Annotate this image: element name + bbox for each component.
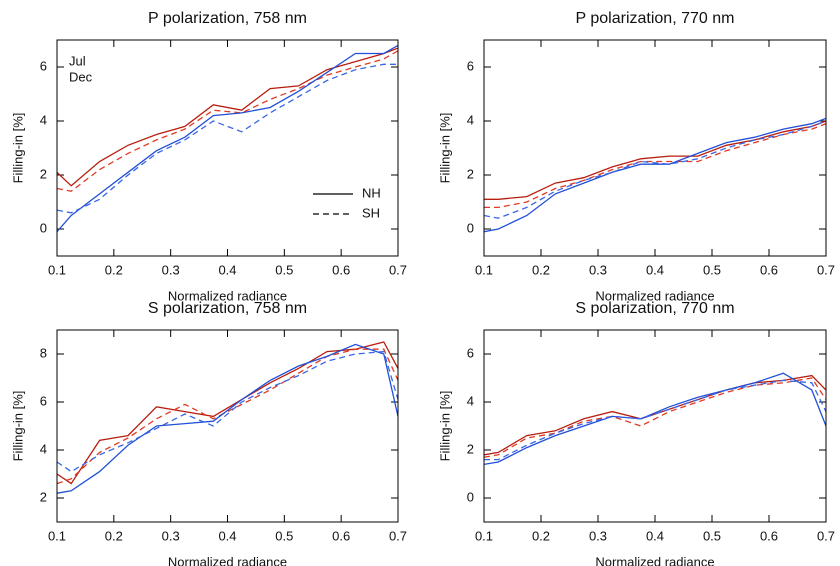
- series-line: [57, 350, 398, 473]
- legend-label: SH: [362, 205, 380, 220]
- x-tick-label: 0.7: [389, 262, 407, 277]
- series-line: [57, 343, 398, 494]
- series-line: [484, 117, 826, 233]
- series-line: [484, 120, 826, 200]
- chart-title: P polarization, 770 nm: [576, 10, 735, 27]
- y-tick-label: 2: [40, 489, 47, 504]
- x-tick-label: 0.2: [532, 262, 550, 277]
- plot-frame: [56, 329, 399, 523]
- x-tick-label: 0.5: [703, 528, 721, 543]
- x-tick-label: 0.6: [760, 528, 778, 543]
- x-axis-label: Normalized radiance: [168, 554, 287, 566]
- x-tick-label: 0.3: [162, 528, 180, 543]
- x-tick-label: 0.6: [760, 262, 778, 277]
- x-axis-label: Normalized radiance: [595, 554, 714, 566]
- x-tick-label: 0.3: [589, 262, 607, 277]
- series-line: [57, 341, 398, 485]
- y-tick-label: 6: [40, 393, 47, 408]
- y-tick-label: 6: [40, 58, 47, 73]
- chart-title: S polarization, 770 nm: [575, 300, 734, 317]
- y-axis-label: Filling-in [%]: [10, 391, 25, 462]
- y-tick-label: 2: [467, 166, 474, 181]
- x-tick-label: 0.1: [475, 528, 493, 543]
- y-tick-label: 6: [467, 58, 474, 73]
- y-axis-label: Filling-in [%]: [10, 113, 25, 184]
- chart-title: S polarization, 758 nm: [148, 300, 307, 317]
- x-tick-label: 0.1: [48, 528, 66, 543]
- x-tick-label: 0.5: [703, 262, 721, 277]
- x-tick-label: 0.5: [275, 528, 293, 543]
- series-line: [484, 372, 826, 466]
- y-tick-label: 0: [467, 220, 474, 235]
- x-tick-label: 0.5: [275, 262, 293, 277]
- x-tick-label: 0.2: [105, 262, 123, 277]
- y-tick-label: 4: [467, 393, 474, 408]
- series-line: [57, 50, 398, 192]
- x-tick-label: 0.3: [162, 262, 180, 277]
- y-tick-label: 0: [467, 489, 474, 504]
- x-tick-label: 0.4: [218, 528, 236, 543]
- x-tick-label: 0.7: [817, 262, 835, 277]
- y-tick-label: 4: [40, 441, 47, 456]
- x-tick-label: 0.6: [332, 528, 350, 543]
- series-line: [484, 374, 826, 456]
- y-tick-label: 4: [40, 112, 47, 127]
- y-tick-label: 6: [467, 345, 474, 360]
- x-tick-label: 0.6: [332, 262, 350, 277]
- y-tick-label: 0: [40, 220, 47, 235]
- series-line: [484, 123, 826, 209]
- x-axis-label: Normalized radiance: [168, 288, 287, 303]
- plot-frame: [56, 39, 399, 257]
- series-line: [484, 377, 826, 458]
- y-axis-label: Filling-in [%]: [437, 391, 452, 462]
- x-tick-label: 0.4: [218, 262, 236, 277]
- y-axis-label: Filling-in [%]: [437, 113, 452, 184]
- x-tick-label: 0.3: [589, 528, 607, 543]
- x-axis-label: Normalized radiance: [595, 288, 714, 303]
- legend-label: Dec: [69, 69, 93, 84]
- series-line: [57, 63, 398, 214]
- x-tick-label: 0.4: [646, 528, 664, 543]
- x-tick-label: 0.7: [817, 528, 835, 543]
- series-line: [484, 379, 826, 461]
- x-tick-label: 0.2: [105, 528, 123, 543]
- chart-title: P polarization, 758 nm: [148, 10, 307, 27]
- x-tick-label: 0.2: [532, 528, 550, 543]
- x-tick-label: 0.4: [646, 262, 664, 277]
- plot-frame: [483, 39, 827, 257]
- y-tick-label: 2: [40, 166, 47, 181]
- y-tick-label: 4: [467, 112, 474, 127]
- x-tick-label: 0.1: [48, 262, 66, 277]
- plot-frame: [483, 329, 827, 523]
- legend-label: NH: [362, 185, 381, 200]
- x-tick-label: 0.7: [389, 528, 407, 543]
- y-tick-label: 8: [40, 345, 47, 360]
- y-tick-label: 2: [467, 441, 474, 456]
- series-line: [57, 44, 398, 233]
- x-tick-label: 0.1: [475, 262, 493, 277]
- series-line: [484, 120, 826, 219]
- series-line: [57, 47, 398, 187]
- legend-label: Jul: [69, 53, 86, 68]
